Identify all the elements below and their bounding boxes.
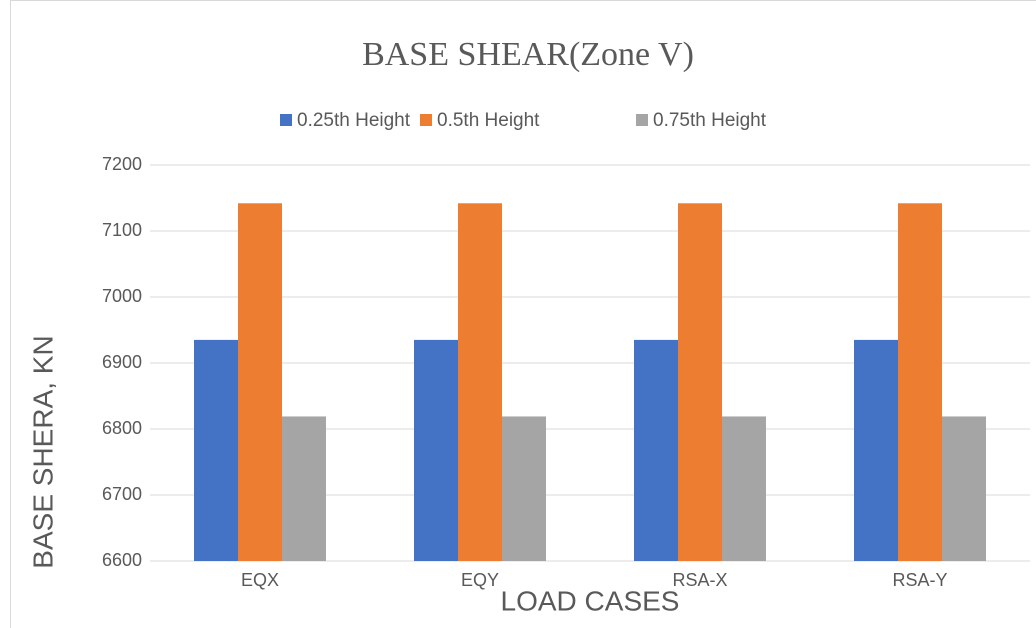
legend-label: 0.25th Height (297, 110, 411, 131)
x-tick-label: RSA-X (672, 570, 727, 590)
bar (854, 339, 898, 561)
bar (942, 416, 986, 561)
bar (678, 203, 722, 561)
y-tick-label: 7100 (102, 220, 142, 240)
legend-swatch (420, 114, 432, 126)
x-tick-label: EQX (241, 570, 279, 590)
bar (634, 339, 678, 561)
y-tick-label: 6900 (102, 352, 142, 372)
x-tick-label: RSA-Y (892, 570, 947, 590)
legend-label: 0.5th Height (437, 110, 540, 131)
bar (898, 203, 942, 561)
y-axis-label: BASE SHERA, KN (27, 335, 58, 568)
x-axis-label: LOAD CASES (501, 585, 680, 616)
bar (238, 203, 282, 561)
chart-title: BASE SHEAR(Zone V) (362, 36, 694, 73)
y-tick-label: 7000 (102, 286, 142, 306)
bar (502, 416, 546, 561)
bar (458, 203, 502, 561)
y-tick-label: 6600 (102, 550, 142, 570)
y-tick-label: 7200 (102, 154, 142, 174)
y-tick-label: 6700 (102, 484, 142, 504)
y-tick-label: 6800 (102, 418, 142, 438)
bar (194, 339, 238, 561)
legend-swatch (636, 114, 648, 126)
bar (414, 339, 458, 561)
bar (282, 416, 326, 561)
x-tick-label: EQY (461, 570, 499, 590)
legend-label: 0.75th Height (653, 110, 767, 131)
bar (722, 416, 766, 561)
legend-swatch (280, 114, 292, 126)
